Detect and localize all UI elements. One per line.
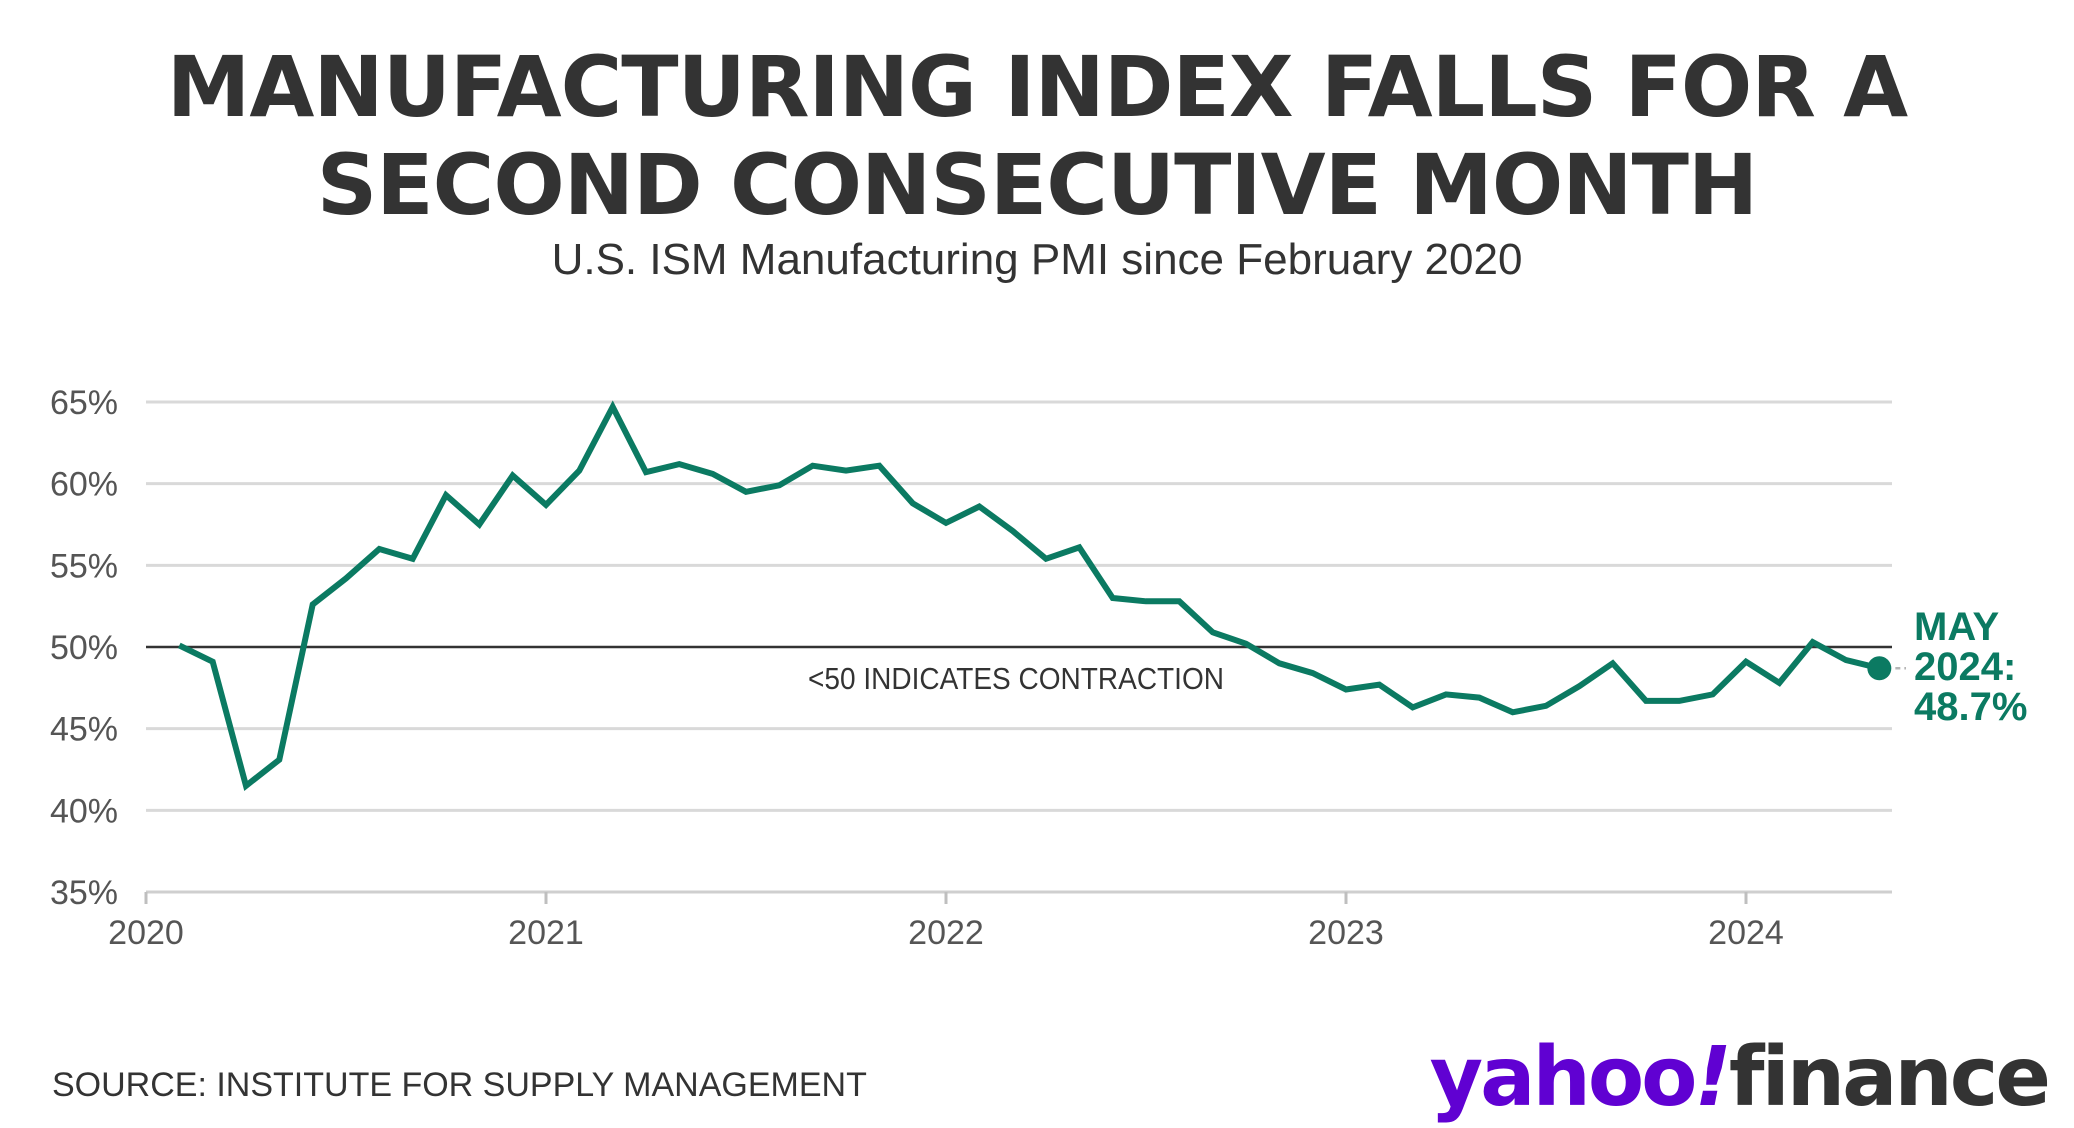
x-tick-label-2023: 2023 bbox=[1308, 914, 1384, 952]
data-point-2023-06 bbox=[1510, 709, 1516, 715]
y-tick-label-65: 65% bbox=[50, 384, 118, 422]
data-point-2024-01 bbox=[1743, 659, 1749, 665]
contraction-reference: <50 INDICATES CONTRACTION bbox=[146, 645, 1892, 696]
annotation-line-1: MAY bbox=[1914, 605, 2000, 649]
chart-subtitle: U.S. ISM Manufacturing PMI since Februar… bbox=[551, 235, 1523, 284]
x-tick-label-2024: 2024 bbox=[1708, 914, 1784, 952]
data-point-2020-05 bbox=[276, 757, 282, 763]
title-line-2: SECOND CONSECUTIVE MONTH bbox=[316, 136, 1758, 234]
data-point-2022-07 bbox=[1143, 598, 1149, 604]
data-point-2020-12 bbox=[510, 473, 516, 479]
x-tick-label-2021: 2021 bbox=[508, 914, 584, 952]
data-point-2022-11 bbox=[1276, 660, 1282, 666]
reference-line-label: <50 INDICATES CONTRACTION bbox=[808, 661, 1224, 696]
data-point-2021-02 bbox=[576, 468, 582, 474]
data-point-2024-02 bbox=[1776, 680, 1782, 686]
logo-finance-text: finance bbox=[1728, 1030, 2051, 1125]
y-tick-label-35: 35% bbox=[50, 874, 118, 912]
x-tick-label-2022: 2022 bbox=[908, 914, 984, 952]
data-point-2021-12 bbox=[910, 500, 916, 506]
data-point-2023-07 bbox=[1543, 703, 1549, 709]
chart-title: MANUFACTURING INDEX FALLS FOR A SECOND C… bbox=[0, 38, 2074, 234]
y-tick-label-50: 50% bbox=[50, 629, 118, 667]
data-point-2020-04 bbox=[243, 783, 249, 789]
data-point-2022-12 bbox=[1310, 670, 1316, 676]
data-point-2020-02 bbox=[176, 642, 182, 648]
data-point-2020-09 bbox=[410, 556, 416, 562]
data-point-2023-04 bbox=[1443, 691, 1449, 697]
logo-exclamation: ! bbox=[1694, 1030, 1732, 1125]
yahoo-finance-logo: yahoo!finance bbox=[1429, 1030, 2051, 1126]
data-point-2021-09 bbox=[810, 463, 816, 469]
data-point-2022-04 bbox=[1043, 556, 1049, 562]
data-point-2023-11 bbox=[1676, 698, 1682, 704]
y-tick-label-60: 60% bbox=[50, 466, 118, 504]
y-tick-label-45: 45% bbox=[50, 711, 118, 749]
y-tick-label-40: 40% bbox=[50, 792, 118, 830]
data-point-2021-08 bbox=[776, 482, 782, 488]
data-point-2023-01 bbox=[1343, 687, 1349, 693]
data-point-2022-05 bbox=[1076, 544, 1082, 550]
data-point-2020-03 bbox=[210, 659, 216, 665]
data-point-2022-01 bbox=[943, 520, 949, 526]
data-point-2021-11 bbox=[876, 463, 882, 469]
annotation-line-3: 48.7% bbox=[1914, 685, 2027, 729]
series-layer bbox=[176, 400, 1881, 791]
data-point-2023-12 bbox=[1710, 691, 1716, 697]
data-point-2020-11 bbox=[476, 522, 482, 528]
data-point-2024-03 bbox=[1810, 639, 1816, 645]
data-point-2023-09 bbox=[1610, 660, 1616, 666]
data-point-2022-10 bbox=[1243, 641, 1249, 647]
data-point-2021-04 bbox=[643, 469, 649, 475]
data-point-2022-02 bbox=[976, 504, 982, 510]
data-point-2020-07 bbox=[343, 575, 349, 581]
data-point-2020-08 bbox=[376, 546, 382, 552]
data-point-2022-08 bbox=[1176, 598, 1182, 604]
x-tick-label-2020: 2020 bbox=[108, 914, 184, 952]
x-axis: 2020 2021 2022 2023 2024 bbox=[108, 890, 1892, 952]
data-point-2021-06 bbox=[710, 471, 716, 477]
latest-point-marker bbox=[1867, 656, 1892, 681]
y-tick-label-55: 55% bbox=[50, 547, 118, 585]
data-point-2023-02 bbox=[1376, 682, 1382, 688]
data-point-2023-08 bbox=[1576, 683, 1582, 689]
data-point-2020-10 bbox=[443, 492, 449, 498]
data-point-2023-10 bbox=[1643, 698, 1649, 704]
pmi-series-line bbox=[177, 400, 1881, 791]
data-point-2021-01 bbox=[543, 502, 549, 508]
data-point-2020-06 bbox=[310, 602, 316, 608]
data-point-2021-10 bbox=[843, 468, 849, 474]
data-point-2022-03 bbox=[1010, 528, 1016, 534]
data-point-2021-03 bbox=[610, 404, 616, 410]
y-axis-tick-labels: 35% 40% 45% 50% 55% 60% 65% bbox=[50, 384, 118, 912]
data-point-2021-07 bbox=[743, 489, 749, 495]
logo-yahoo-text: yahoo bbox=[1429, 1030, 1698, 1125]
data-point-2024-04 bbox=[1843, 657, 1849, 663]
data-point-2022-06 bbox=[1110, 595, 1116, 601]
data-point-2023-03 bbox=[1410, 704, 1416, 710]
data-point-2023-05 bbox=[1476, 695, 1482, 701]
annotation-line-2: 2024: bbox=[1914, 645, 2016, 689]
data-point-2021-05 bbox=[676, 461, 682, 467]
title-line-1: MANUFACTURING INDEX FALLS FOR A bbox=[166, 38, 1908, 136]
data-point-2022-09 bbox=[1210, 629, 1216, 635]
source-note: SOURCE: INSTITUTE FOR SUPPLY MANAGEMENT bbox=[52, 1066, 867, 1104]
